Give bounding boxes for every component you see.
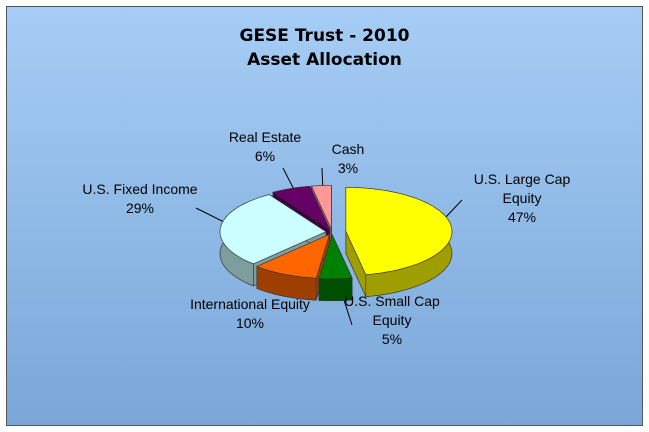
data-label-name: U.S. Small Cap Equity (344, 293, 440, 328)
data-label: U.S. Fixed Income 29% (75, 180, 205, 218)
slice (345, 187, 453, 275)
slice (256, 233, 330, 279)
data-label-value: 29% (125, 200, 155, 216)
data-label-name: Cash (331, 141, 365, 157)
data-label: International Equity 10% (185, 295, 315, 333)
data-label-name: U.S. Fixed Income (82, 181, 198, 197)
data-label-value: 10% (235, 315, 265, 331)
data-label-name: U.S. Large Cap Equity (473, 171, 571, 206)
chart-title: GESE Trust - 2010 (239, 26, 410, 46)
slice (272, 185, 331, 231)
data-label-name: Real Estate (228, 129, 302, 145)
data-label: U.S. Small Cap Equity 5% (327, 292, 457, 349)
data-label-value: 47% (507, 209, 537, 225)
data-label: Cash 3% (293, 140, 403, 178)
slice-tops (219, 185, 453, 279)
chart-subtitle: Asset Allocation (247, 50, 402, 70)
slice (318, 233, 353, 279)
data-label: Real Estate 6% (210, 128, 320, 166)
slice (311, 185, 332, 230)
data-label-value: 6% (254, 148, 276, 164)
data-label-value: 3% (337, 160, 359, 176)
slice (219, 194, 327, 265)
data-label-value: 5% (381, 331, 403, 347)
data-label: U.S. Large Cap Equity 47% (457, 170, 587, 227)
data-label-name: International Equity (190, 296, 310, 312)
